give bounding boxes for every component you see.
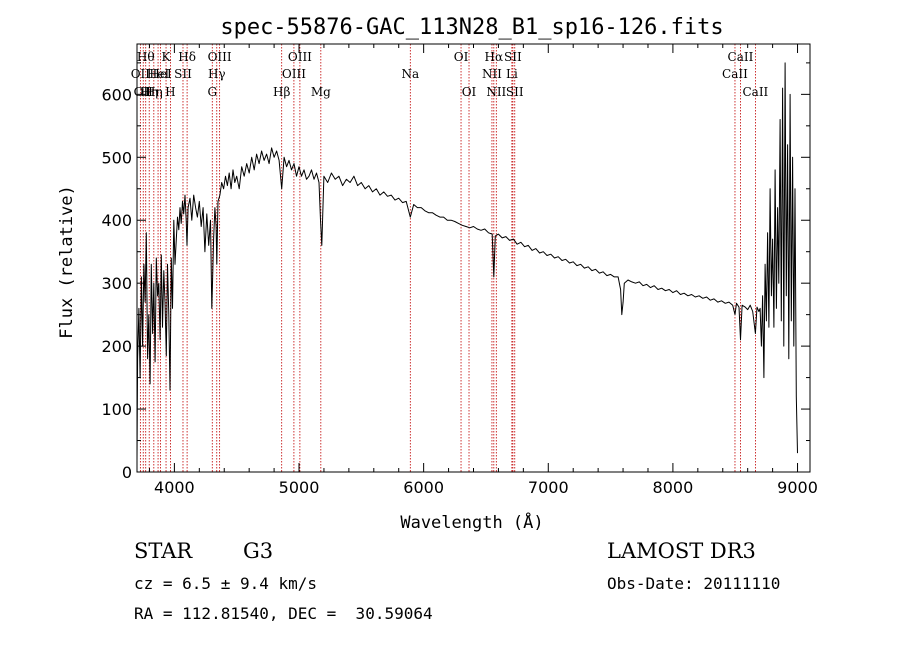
- line-label-23: NII: [486, 85, 506, 99]
- line-label-7: K: [162, 50, 172, 64]
- line-label-19: OI: [454, 50, 469, 64]
- line-label-24: Li: [506, 67, 518, 81]
- x-tick-label: 8000: [653, 478, 694, 497]
- line-label-22: Hα: [485, 50, 504, 64]
- line-label-0: OII: [131, 67, 151, 81]
- x-axis-ticks: 4000 5000 6000 7000 8000 9000: [148, 44, 818, 497]
- line-label-28: CaII: [728, 50, 754, 64]
- y-axis-label: Flux (relative): [57, 185, 77, 339]
- y-tick-label: 0: [122, 463, 132, 482]
- line-label-3: Hη: [140, 85, 158, 99]
- line-label-4: Hη: [145, 85, 163, 99]
- line-label-15: OIII: [282, 67, 306, 81]
- line-label-27: CaII: [722, 67, 748, 81]
- line-label-16: OIII: [288, 50, 312, 64]
- survey-name: LAMOST DR3: [607, 539, 756, 563]
- line-label-6: HeI: [149, 67, 172, 81]
- y-tick-label: 600: [101, 85, 132, 104]
- line-label-20: OI: [462, 85, 477, 99]
- redshift-cz: cz = 6.5 ± 9.4 km/s: [134, 574, 318, 593]
- line-label-29: CaII: [742, 85, 768, 99]
- spectrum-line-0: [136, 62, 798, 460]
- line-marker-labels: OIIOIIHθHηHηHeIHeIKHSIIHδGHγOIIIHβOIIIOI…: [131, 50, 769, 99]
- line-label-18: Na: [401, 67, 419, 81]
- object-class: STAR: [134, 539, 193, 563]
- y-tick-label: 500: [101, 148, 132, 167]
- y-tick-label: 400: [101, 211, 132, 230]
- line-markers: [139, 44, 756, 472]
- line-label-13: OIII: [208, 50, 232, 64]
- obs-date: Obs-Date: 20111110: [607, 574, 781, 593]
- chart-title: spec-55876-GAC_113N28_B1_sp16-126.fits: [220, 15, 723, 40]
- coordinates: RA = 112.81540, DEC = 30.59064: [134, 604, 433, 623]
- line-label-17: Mg: [311, 85, 331, 99]
- object-subclass: G3: [243, 539, 274, 563]
- y-tick-label: 100: [101, 400, 132, 419]
- line-label-5: HeI: [147, 67, 170, 81]
- x-tick-label: 6000: [403, 478, 444, 497]
- line-label-12: Hγ: [208, 67, 226, 81]
- x-tick-label: 5000: [279, 478, 320, 497]
- line-label-11: G: [207, 85, 217, 99]
- x-tick-label: 4000: [154, 478, 195, 497]
- line-label-10: Hδ: [178, 50, 196, 64]
- y-axis-ticks: 0 100 200 300 400 500 600: [101, 62, 810, 482]
- line-label-26: SII: [506, 85, 524, 99]
- line-label-21: NII: [482, 67, 502, 81]
- line-label-8: H: [165, 85, 175, 99]
- line-label-2: Hθ: [137, 50, 155, 64]
- y-tick-label: 200: [101, 337, 132, 356]
- line-label-14: Hβ: [273, 85, 290, 99]
- x-tick-label: 7000: [528, 478, 569, 497]
- x-axis-label: Wavelength (Å): [400, 511, 543, 533]
- y-tick-label: 300: [101, 274, 132, 293]
- line-label-25: SII: [504, 50, 522, 64]
- spectrum-series: [136, 62, 798, 460]
- line-label-1: OII: [134, 85, 154, 99]
- line-label-9: SII: [174, 67, 192, 81]
- plot-frame: [136, 43, 811, 473]
- x-tick-label: 9000: [777, 478, 818, 497]
